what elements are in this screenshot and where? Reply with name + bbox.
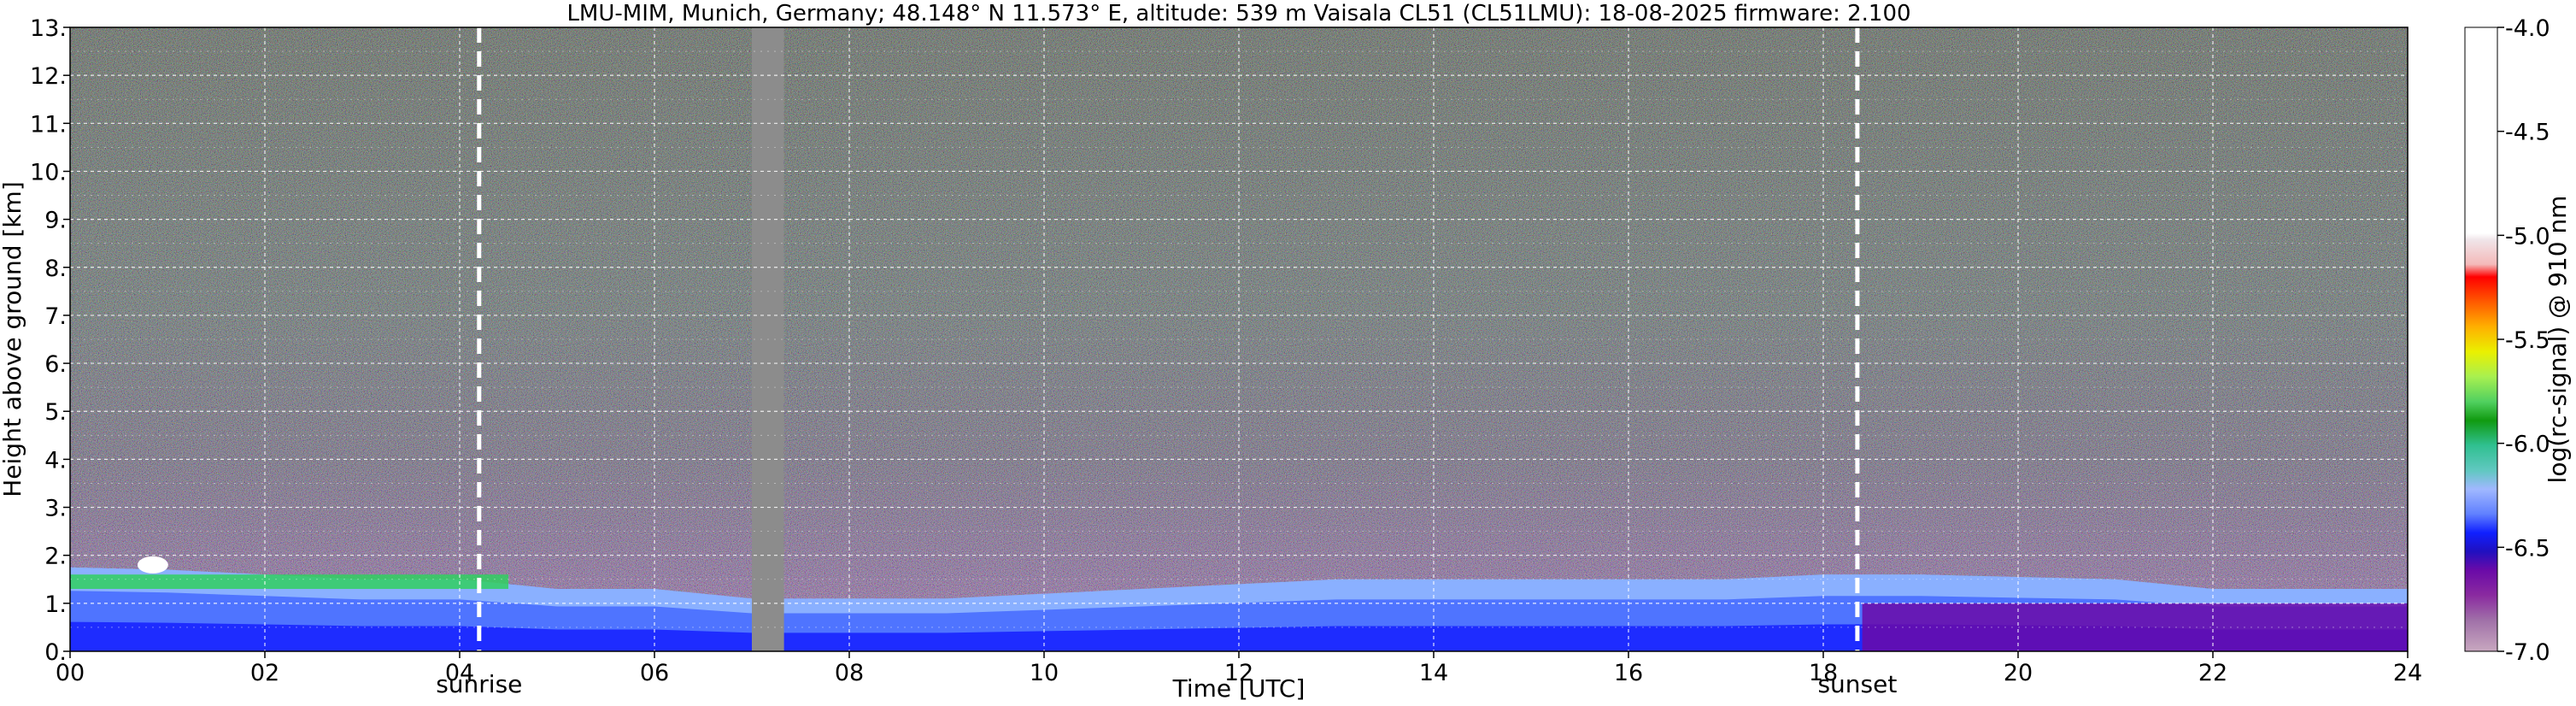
x-axis-label: Time [UTC]	[1172, 674, 1306, 703]
y-tick-label: 10.	[30, 159, 67, 185]
y-tick-label: 8.	[44, 256, 67, 282]
y-tick-label: 6.	[44, 351, 67, 378]
colorbar-tick-label: -7.0	[2505, 639, 2550, 666]
colorbar-tick-label: -4.5	[2505, 120, 2550, 146]
colorbar-tick-label: -5.0	[2505, 223, 2550, 250]
grid	[70, 27, 2408, 651]
y-tick-label: 12.	[30, 63, 67, 90]
x-tick-label: 16	[1614, 660, 1643, 686]
colorbar-tick-label: -6.5	[2505, 535, 2550, 562]
colorbar-label: log(rc-signal) @ 910 nm	[2544, 196, 2572, 484]
y-axis-label: Height above ground [km]	[0, 181, 26, 497]
x-tick-label: 06	[640, 660, 669, 686]
night-layer-core	[1862, 603, 2408, 651]
colorbar-tick-label: -4.0	[2505, 15, 2550, 42]
colorbar: -4.0 -4.5 -5.0 -5.5 -6.0 -6.5 -7.0 log(rc-sign…	[2464, 15, 2572, 666]
y-tick-label: 3.	[44, 496, 67, 522]
x-tick-label: 02	[250, 660, 279, 686]
plot-area	[70, 27, 2408, 651]
y-tick-label: 11.	[30, 111, 67, 138]
marker-label-sunrise: sunrise	[436, 670, 522, 698]
x-tick-label: 04	[445, 660, 474, 686]
y-tick-label: 13.	[30, 15, 67, 42]
y-tick-label: 5.	[44, 399, 67, 426]
y-tick-label: 4.	[44, 447, 67, 474]
colorbar-tick-label: -6.0	[2505, 432, 2550, 458]
x-tick-label: 10	[1030, 660, 1059, 686]
x-tick-label: 00	[56, 660, 85, 686]
x-tick-label: 14	[1419, 660, 1448, 686]
y-axis: 0. 1. 2. 3. 4. 5. 6. 7. 8. 9. 10. 11. 12. 13.	[30, 15, 70, 666]
colorbar-ticks: -4.0 -4.5 -5.0 -5.5 -6.0 -6.5 -7.0	[2497, 15, 2550, 666]
y-tick-label: 9.	[44, 208, 67, 234]
x-tick-label: 18	[1809, 660, 1838, 686]
x-tick-label: 08	[835, 660, 864, 686]
cloud-spot	[137, 556, 168, 574]
x-tick-label: 20	[2004, 660, 2033, 686]
x-tick-label: 12	[1224, 660, 1253, 686]
chart-title: LMU-MIM, Munich, Germany; 48.148° N 11.5…	[566, 1, 1910, 26]
y-tick-label: 1.	[44, 591, 67, 618]
colorbar-gradient	[2464, 26, 2498, 652]
y-tick-label: 7.	[44, 303, 67, 330]
y-tick-label: 2.	[44, 544, 67, 570]
x-tick-label: 22	[2198, 660, 2227, 686]
x-tick-label: 24	[2393, 660, 2422, 686]
y-tick-label: 0.	[44, 639, 67, 666]
data-gap	[752, 27, 784, 651]
sun-marker-labels: sunrise sunset	[436, 670, 1897, 698]
marker-label-sunset: sunset	[1817, 670, 1897, 698]
morning-residual-layer	[70, 574, 508, 589]
colorbar-tick-label: -5.5	[2505, 327, 2550, 354]
x-axis: 00 02 04 06 08 10 12 14 16 18 20 22 24	[56, 651, 2422, 686]
sun-markers	[477, 27, 1860, 651]
